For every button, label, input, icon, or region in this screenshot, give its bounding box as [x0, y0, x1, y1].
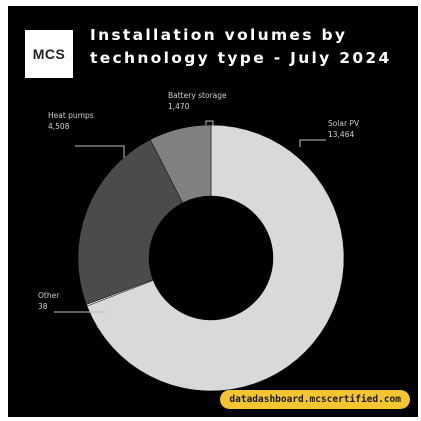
leader-line-solar	[299, 139, 326, 147]
slice-label-battery: Battery storage	[168, 91, 227, 100]
slice-value-heat-pumps: 4,508	[48, 122, 70, 131]
slice-heat-pumps	[77, 139, 184, 305]
slice-value-solar: 13,464	[328, 130, 354, 139]
donut-chart: Battery storage 1,470 Heat pumps 4,508 S…	[38, 91, 360, 392]
chart-title-line-2: technology type - July 2024	[90, 49, 392, 67]
slice-solar-pv	[86, 124, 345, 392]
slice-label-other: Other	[38, 291, 60, 300]
logo-text: MCS	[32, 46, 66, 62]
slice-battery-storage	[149, 124, 212, 204]
chart-title-line-1: Installation volumes by	[90, 26, 348, 44]
mcs-logo: MCS	[25, 30, 73, 78]
dashboard-url: datadashboard.mcscertified.com	[220, 390, 410, 409]
chart-title: Installation volumes by technology type …	[90, 24, 408, 70]
leader-line-heat-pumps	[75, 145, 125, 158]
infographic-frame: MCS Installation volumes by technology t…	[8, 6, 418, 417]
slice-label-solar: Solar PV	[328, 119, 360, 128]
slice-value-other: 38	[38, 302, 48, 311]
slice-label-heat-pumps: Heat pumps	[48, 111, 94, 120]
slice-value-battery: 1,470	[168, 102, 190, 111]
leader-line-battery	[205, 120, 214, 127]
